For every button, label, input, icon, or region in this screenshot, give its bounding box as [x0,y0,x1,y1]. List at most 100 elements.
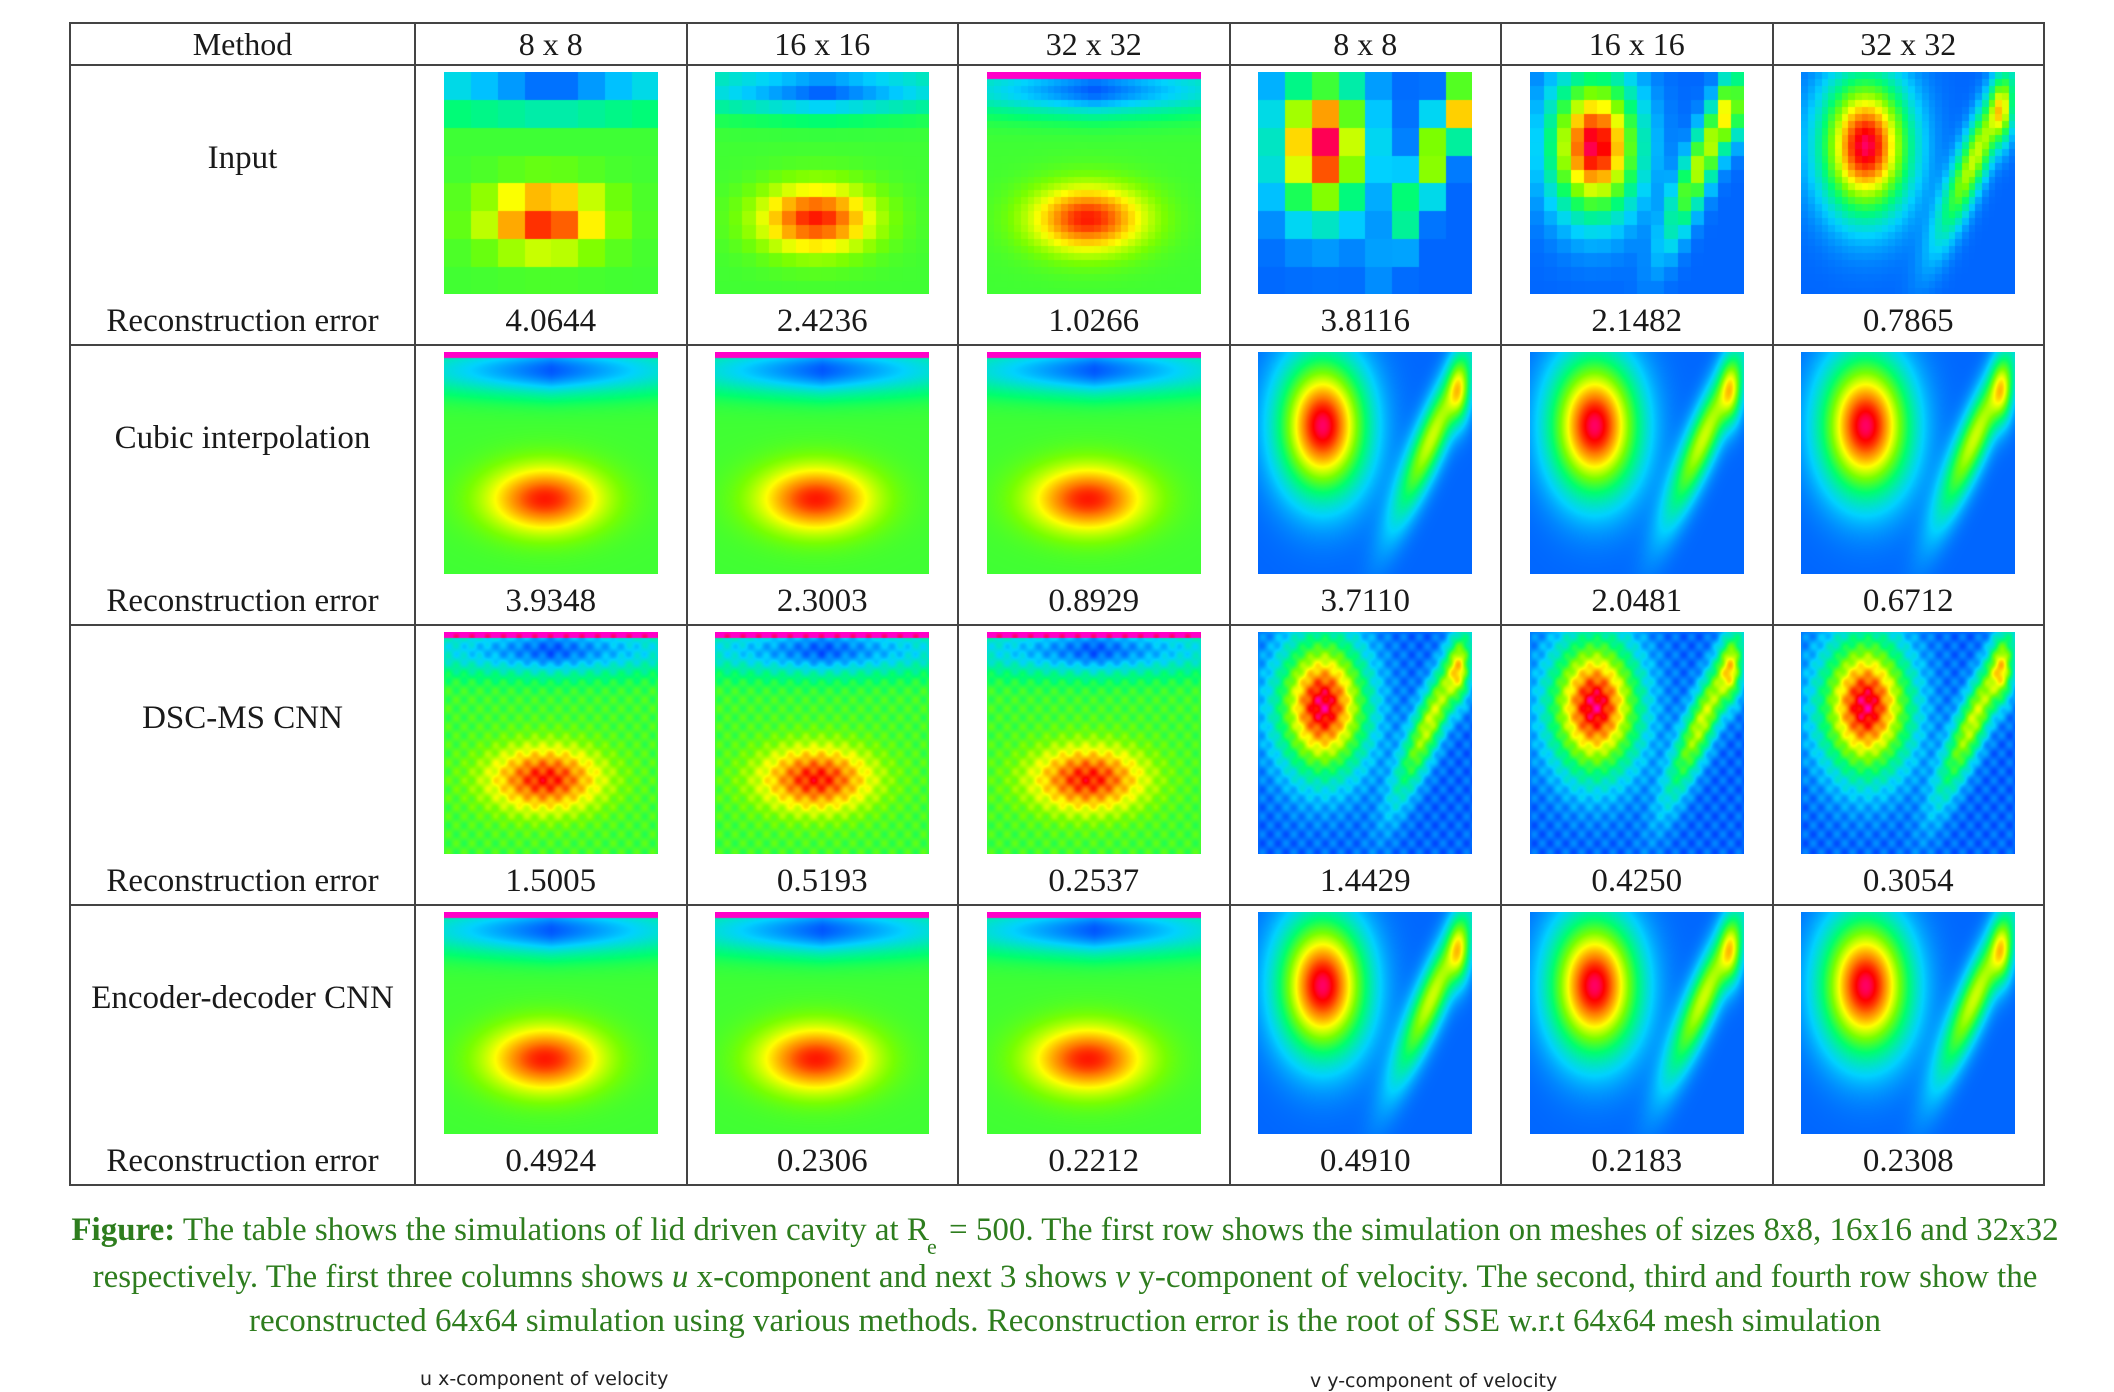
method-cell: Encoder-decoder CNN Reconstruction error [69,904,416,1186]
caption-part4: y-component of velocity. The second, thi… [248,1259,2038,1339]
reconstruction-error-value: 0.2308 [1862,1143,1954,1179]
caption-part3: x-component and next 3 shows [688,1259,1116,1295]
result-cell: 0.4250 [1500,624,1774,906]
reconstruction-error-value: 4.0644 [505,303,597,339]
reconstruction-error-value: 1.5005 [505,863,597,899]
header-u-32x32: 32 x 32 [957,22,1231,66]
v-velocity-heatmap-32x32 [1801,632,2016,854]
reconstruction-error-value: 2.3003 [776,583,868,619]
v-velocity-heatmap-32x32 [1801,352,2016,574]
u-velocity-heatmap-32x32 [986,72,1201,294]
result-cell: 0.2212 [957,904,1231,1186]
u-velocity-heatmap-32x32 [986,632,1201,854]
reconstruction-error-value: 0.4250 [1591,863,1683,899]
results-table: Method 8 x 8 16 x 16 32 x 32 8 x 8 16 x … [69,22,2045,1186]
result-cell: 1.0266 [957,64,1231,346]
table-row: Input Reconstruction error 4.0644 2.4236 1.0… [69,64,2045,346]
result-cell: 2.3003 [685,344,959,626]
reconstruction-error-value: 0.4924 [505,1143,597,1179]
u-velocity-heatmap-16x16 [715,352,930,574]
v-velocity-heatmap-8x8 [1258,352,1473,574]
result-cell: 0.6712 [1771,344,2045,626]
method-name: Cubic interpolation [114,420,371,456]
method-cell: DSC-MS CNN Reconstruction error [69,624,416,906]
v-velocity-heatmap-16x16 [1529,912,1744,1134]
reconstruction-error-value: 0.2212 [1048,1143,1140,1179]
method-name: Input [207,140,278,176]
u-velocity-heatmap-32x32 [986,912,1201,1134]
result-cell: 0.4910 [1228,904,1502,1186]
v-velocity-heatmap-16x16 [1529,72,1744,294]
caption-subscript: e [926,1234,937,1259]
result-cell: 0.2306 [685,904,959,1186]
reconstruction-error-label: Reconstruction error [106,583,379,619]
result-cell: 0.4924 [414,904,688,1186]
caption-part2: = 500. The first row shows the simulatio… [92,1212,2059,1295]
header-v-32x32: 32 x 32 [1771,22,2045,66]
reconstruction-error-value: 2.0481 [1591,583,1683,619]
reconstruction-error-value: 3.9348 [505,583,597,619]
u-velocity-heatmap-16x16 [715,632,930,854]
reconstruction-error-value: 0.2537 [1048,863,1140,899]
caption-part1: The table shows the simulations of lid d… [175,1212,929,1248]
v-velocity-heatmap-32x32 [1801,912,2016,1134]
result-cell: 1.4429 [1228,624,1502,906]
header-method: Method [69,22,416,66]
reconstruction-error-label: Reconstruction error [106,303,379,339]
reconstruction-error-value: 1.4429 [1319,863,1411,899]
caption-v: v [1115,1259,1131,1295]
method-name: Encoder-decoder CNN [91,980,394,1016]
u-velocity-heatmap-16x16 [715,72,930,294]
table-body: Input Reconstruction error 4.0644 2.4236 1.0… [69,64,2045,1186]
result-cell: 2.0481 [1500,344,1774,626]
method-name: DSC-MS CNN [142,700,343,736]
header-v-8x8: 8 x 8 [1228,22,1502,66]
header-u-8x8: 8 x 8 [414,22,688,66]
cut-off-label-v: v y-component of velocity [1310,1370,1558,1392]
result-cell: 0.5193 [685,624,959,906]
result-cell: 0.2537 [957,624,1231,906]
result-cell: 0.3054 [1771,624,2045,906]
result-cell: 0.7865 [1771,64,2045,346]
result-cell: 0.2308 [1771,904,2045,1186]
table-row: Encoder-decoder CNN Reconstruction error 0… [69,904,2045,1186]
caption-label: Figure: [71,1212,176,1248]
reconstruction-error-value: 0.6712 [1862,583,1954,619]
reconstruction-error-value: 3.7110 [1320,583,1411,619]
u-velocity-heatmap-8x8 [443,72,658,294]
reconstruction-error-label: Reconstruction error [106,1143,379,1179]
v-velocity-heatmap-8x8 [1258,912,1473,1134]
method-cell: Input Reconstruction error [69,64,416,346]
result-cell: 4.0644 [414,64,688,346]
result-cell: 3.7110 [1228,344,1502,626]
v-velocity-heatmap-8x8 [1258,632,1473,854]
reconstruction-error-value: 2.4236 [776,303,868,339]
reconstruction-error-value: 1.0266 [1048,303,1140,339]
reconstruction-error-value: 0.4910 [1319,1143,1411,1179]
result-cell: 2.4236 [685,64,959,346]
result-cell: 0.8929 [957,344,1231,626]
u-velocity-heatmap-8x8 [443,632,658,854]
v-velocity-heatmap-16x16 [1529,632,1744,854]
table-row: Cubic interpolation Reconstruction error 3… [69,344,2045,626]
v-velocity-heatmap-32x32 [1801,72,2016,294]
reconstruction-error-value: 0.7865 [1862,303,1954,339]
table-row: DSC-MS CNN Reconstruction error 1.5005 0.51… [69,624,2045,906]
v-velocity-heatmap-8x8 [1258,72,1473,294]
u-velocity-heatmap-8x8 [443,352,658,574]
reconstruction-error-value: 2.1482 [1591,303,1683,339]
figure-caption: Figure: The table shows the simulations … [30,1208,2100,1343]
header-v-16x16: 16 x 16 [1500,22,1774,66]
result-cell: 1.5005 [414,624,688,906]
result-cell: 3.9348 [414,344,688,626]
u-velocity-heatmap-8x8 [443,912,658,1134]
caption-u: u [671,1259,689,1295]
result-cell: 0.2183 [1500,904,1774,1186]
reconstruction-error-value: 0.2183 [1591,1143,1683,1179]
method-cell: Cubic interpolation Reconstruction error [69,344,416,626]
reconstruction-error-label: Reconstruction error [106,863,379,899]
reconstruction-error-value: 0.8929 [1048,583,1140,619]
result-cell: 2.1482 [1500,64,1774,346]
reconstruction-error-value: 0.3054 [1862,863,1954,899]
u-velocity-heatmap-32x32 [986,352,1201,574]
